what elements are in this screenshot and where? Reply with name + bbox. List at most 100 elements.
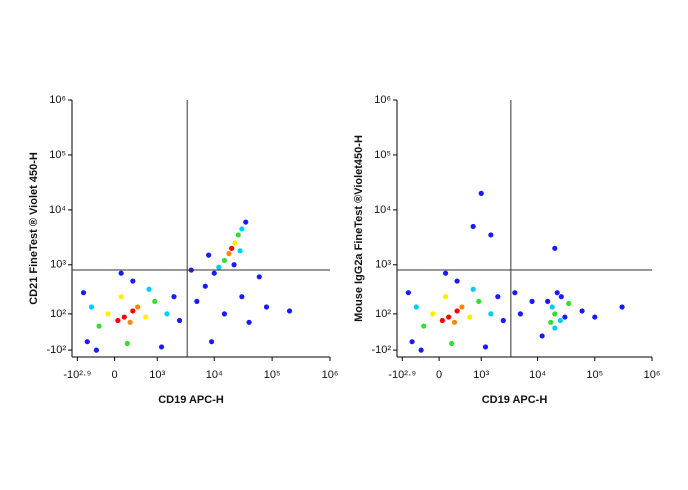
event	[442, 270, 449, 276]
x-tick-label: 0	[112, 369, 118, 381]
event	[552, 245, 558, 251]
event	[176, 317, 183, 324]
event	[221, 257, 228, 264]
event	[232, 240, 238, 246]
x-tick-label: 10³	[473, 369, 489, 381]
x-tick-label: 10⁵	[264, 369, 281, 381]
event	[235, 232, 241, 238]
y-tick-label: 10⁵	[49, 149, 66, 161]
event	[495, 294, 501, 300]
x-tick-label: 10⁶	[644, 369, 661, 381]
event	[221, 311, 228, 317]
event	[529, 298, 535, 304]
event	[216, 264, 222, 270]
event	[239, 294, 245, 300]
event	[80, 290, 87, 296]
event	[488, 311, 494, 317]
event	[488, 232, 494, 238]
event	[124, 340, 130, 347]
event	[430, 311, 436, 317]
event	[237, 248, 243, 254]
x-tick-label: 10⁴	[206, 369, 223, 381]
event	[470, 223, 476, 230]
event	[548, 319, 554, 325]
event	[118, 270, 124, 276]
event	[130, 278, 136, 284]
event	[115, 317, 121, 324]
event	[545, 298, 551, 304]
event	[263, 304, 270, 310]
event	[239, 226, 245, 232]
plot: -10²·⁹ 0 10³ 10⁴ 10⁵ 10⁶ -10² 10² 10³ 10⁴ 10⁵ 10⁶ CD…	[28, 94, 338, 406]
event	[554, 290, 560, 296]
x-tick-label: 10⁴	[529, 369, 546, 381]
event	[208, 339, 215, 345]
event	[446, 314, 452, 320]
x-tick-label: -10²·⁹	[388, 369, 416, 381]
x-tick-label: 10⁶	[322, 369, 339, 381]
event	[105, 311, 111, 317]
y-tick-label: 10³	[375, 259, 391, 271]
x-tick-label: 0	[436, 369, 442, 381]
event	[93, 347, 99, 353]
x-axis-title: CD19 APC-H	[482, 394, 548, 406]
event	[164, 311, 170, 317]
x-axis-title: CD19 APC-H	[158, 394, 224, 406]
event	[421, 323, 427, 329]
event	[409, 339, 415, 345]
event	[454, 308, 460, 314]
event	[562, 314, 568, 320]
y-tick-label: 10⁵	[374, 149, 391, 161]
y-tick-label: 10⁴	[374, 204, 391, 216]
event	[243, 219, 249, 225]
event	[211, 270, 217, 276]
event	[512, 290, 518, 296]
event	[439, 317, 445, 324]
x-tick-label: 10⁵	[586, 369, 603, 381]
event	[413, 304, 419, 310]
event	[451, 319, 458, 325]
event	[552, 325, 558, 331]
event	[194, 298, 200, 304]
event	[557, 317, 563, 324]
event	[118, 294, 124, 300]
event	[146, 286, 152, 292]
event	[158, 344, 165, 350]
event	[121, 314, 127, 320]
event	[549, 304, 555, 310]
y-tick-label: -10²	[46, 344, 66, 356]
plot: -10²·⁹ 0 10³ 10⁴ 10⁵ 10⁶ -10² 10² 10³ 10⁴ 10⁵ 10⁶ CD…	[353, 94, 660, 406]
event	[619, 304, 625, 310]
event	[171, 294, 177, 300]
y-tick-label: 10⁶	[49, 94, 66, 106]
event	[442, 294, 449, 300]
y-tick-label: 10³	[50, 259, 66, 271]
event	[539, 333, 545, 339]
event	[96, 323, 102, 329]
event	[143, 314, 149, 320]
event	[579, 308, 585, 314]
y-tick-label: 10⁶	[374, 94, 391, 106]
event	[231, 262, 237, 268]
event	[449, 340, 455, 347]
event	[467, 314, 473, 320]
event	[459, 304, 465, 310]
event	[476, 298, 482, 304]
y-axis-title: CD21 FineTest ® Violet 450-H	[28, 152, 40, 305]
event	[566, 300, 572, 307]
y-tick-label: 10⁴	[49, 204, 66, 216]
event	[517, 311, 523, 317]
event	[482, 344, 489, 350]
event	[127, 319, 133, 325]
y-axis-title: Mouse IgG2a FineTest ®Violet450-H	[353, 135, 365, 322]
event	[88, 304, 95, 310]
event	[256, 274, 262, 280]
event	[229, 245, 235, 251]
event	[206, 252, 212, 258]
event	[226, 251, 232, 257]
event	[84, 339, 90, 345]
event	[152, 298, 158, 304]
x-tick-label: 10³	[149, 369, 165, 381]
event	[478, 190, 484, 196]
